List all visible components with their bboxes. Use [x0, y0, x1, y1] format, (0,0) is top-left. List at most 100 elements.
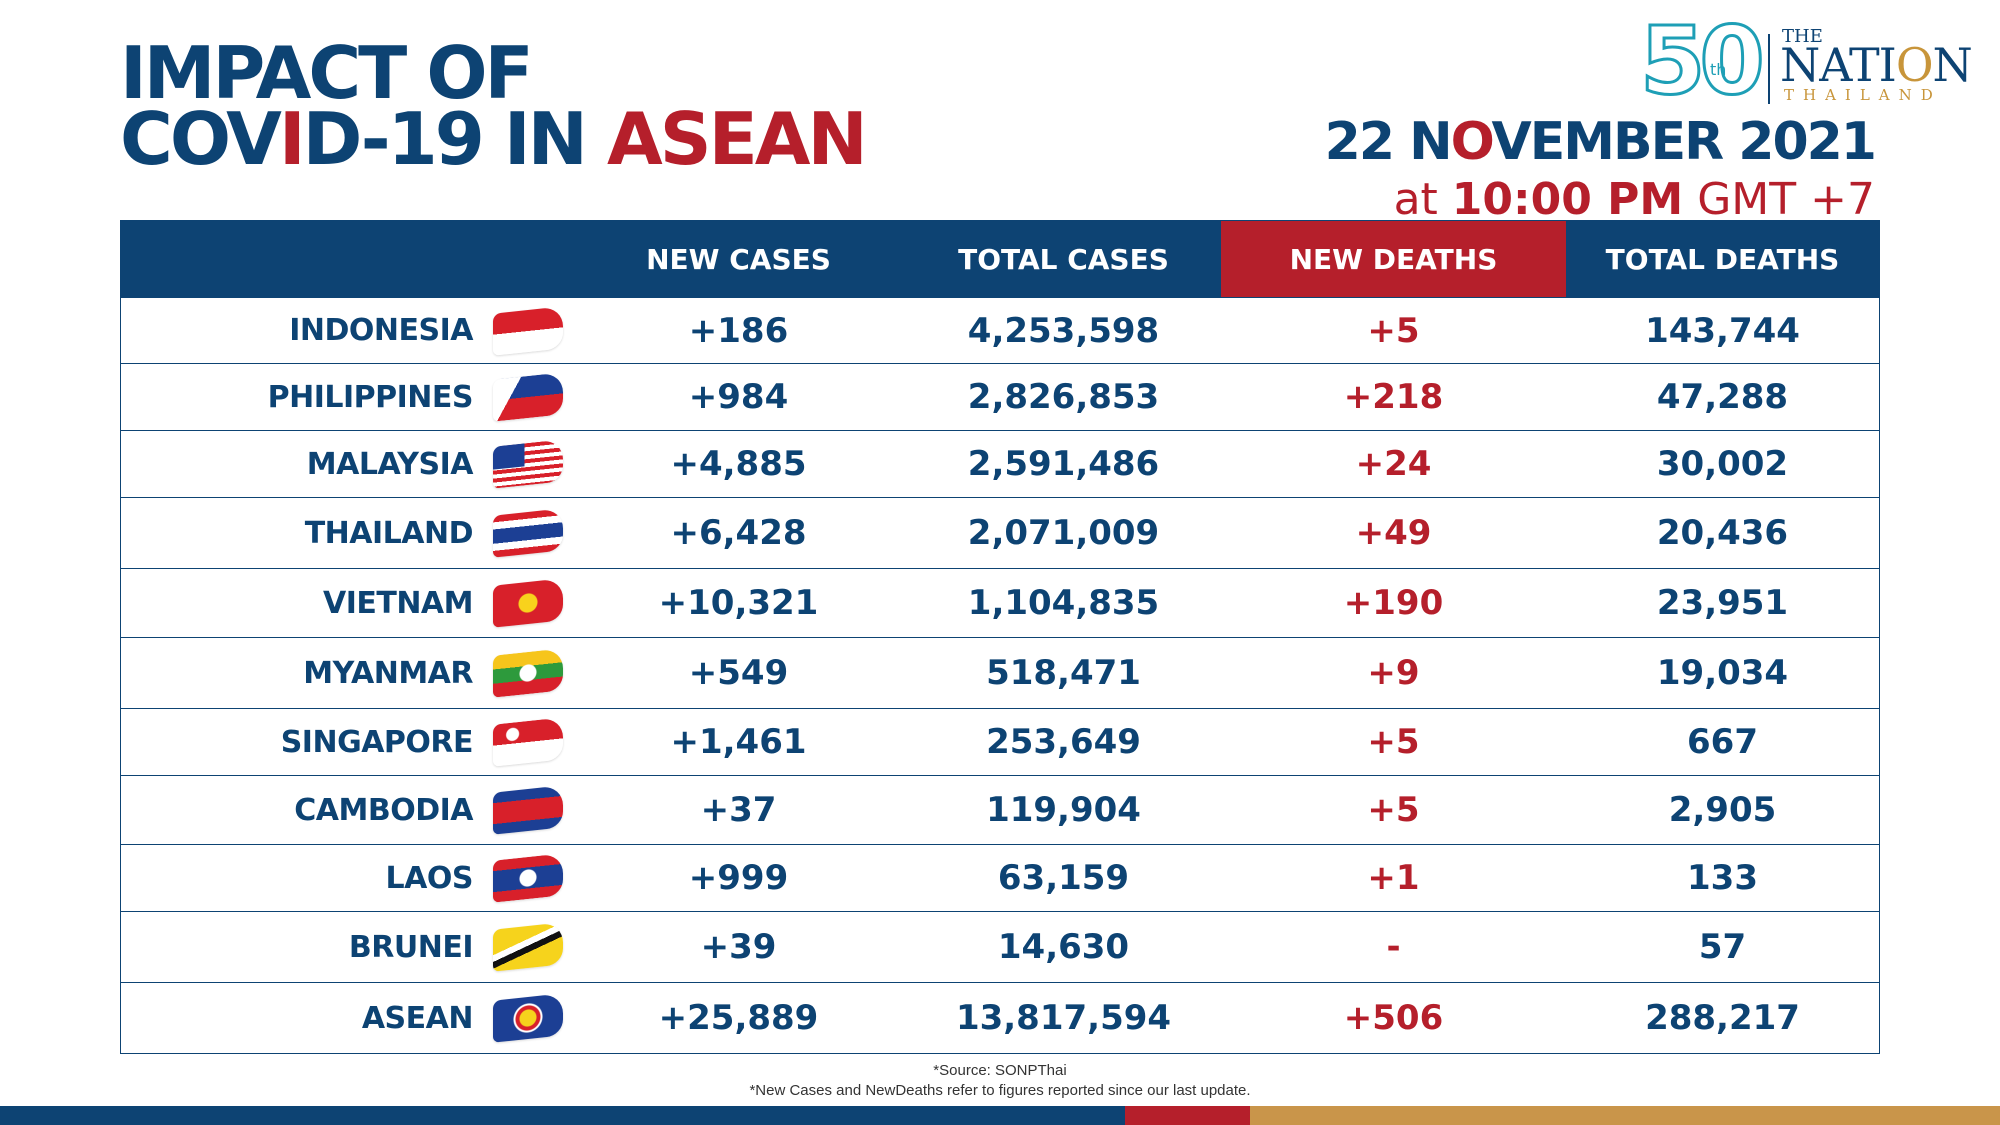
new-cases-cell: +4,885	[670, 444, 807, 484]
title-line-1: IMPACT OF	[120, 31, 534, 115]
total-deaths-cell: 19,034	[1656, 653, 1789, 693]
header-total-cases: TOTAL CASES	[958, 242, 1169, 276]
country-cell: MALAYSIA	[121, 431, 571, 497]
date-line: 22 NOVEMBER 2021	[1324, 112, 1877, 172]
total-deaths-cell: 23,951	[1656, 583, 1789, 623]
total-cases-cell: 2,071,009	[967, 513, 1160, 553]
myanmar-flag-icon	[493, 648, 563, 698]
logo-nation-b: O	[1895, 38, 1934, 92]
date-rest: VEMBER 2021	[1491, 112, 1877, 172]
header-country	[121, 221, 571, 297]
brunei-flag-icon	[493, 922, 563, 972]
country-name: ASEAN	[361, 1000, 474, 1036]
total-deaths-cell: 20,436	[1656, 513, 1789, 553]
new-deaths-cell: +49	[1355, 513, 1432, 553]
total-deaths-cell: 288,217	[1645, 998, 1800, 1038]
total-cases-cell: 2,826,853	[967, 377, 1160, 417]
new-cases-cell: +549	[688, 653, 789, 693]
header-total-deaths: TOTAL DEATHS	[1605, 242, 1840, 276]
new-deaths-cell: +9	[1367, 653, 1420, 693]
header-new-cases: NEW CASES	[646, 242, 831, 276]
bottom-bar-red	[1125, 1106, 1250, 1125]
country-name: CAMBODIA	[294, 792, 473, 828]
logo-th: th	[1710, 60, 1727, 79]
new-deaths-cell: +190	[1343, 583, 1444, 623]
table-row: VIETNAM +10,321 1,104,835 +190 23,951	[121, 568, 1879, 637]
logo-nation-c: N	[1932, 38, 1973, 92]
date-day: 22 N	[1324, 112, 1453, 172]
logo-fifty: 50	[1639, 7, 1767, 116]
table-row: MALAYSIA +4,885 2,591,486 +24 30,002	[121, 430, 1879, 497]
new-deaths-cell: +506	[1343, 998, 1444, 1038]
nation-logo: 50 th THE NATION THAILAND	[1639, 7, 1980, 116]
table-row: CAMBODIA +37 119,904 +5 2,905	[121, 775, 1879, 844]
title-seg-c: D-19 IN	[302, 97, 607, 181]
new-deaths-cell: +5	[1367, 310, 1420, 351]
total-deaths-cell: 2,905	[1668, 790, 1777, 830]
new-deaths-cell: -	[1386, 927, 1401, 967]
country-name: SINGAPORE	[280, 724, 474, 760]
header-new-deaths: NEW DEATHS	[1221, 221, 1566, 297]
country-name: VIETNAM	[322, 585, 474, 621]
title-seg-d: ASEAN	[607, 97, 868, 181]
time-line: at 10:00 PM GMT +7	[1325, 174, 1875, 226]
title-seg-b: I	[278, 97, 306, 181]
total-deaths-cell: 57	[1698, 927, 1747, 967]
country-cell: BRUNEI	[121, 912, 571, 982]
thailand-flag-icon	[493, 508, 563, 558]
time-value: 10:00 PM	[1451, 174, 1684, 225]
total-deaths-cell: 133	[1687, 858, 1758, 898]
new-deaths-cell: +5	[1367, 790, 1420, 830]
indonesia-flag-icon	[493, 305, 563, 356]
table-body: INDONESIA +186 4,253,598 +5 143,744 PHILIPPIN…	[121, 297, 1879, 1053]
table-row: ASEAN +25,889 13,817,594 +506 288,217	[121, 982, 1879, 1053]
time-zone: GMT +7	[1683, 174, 1875, 225]
date-block: 22 NOVEMBER 2021 at 10:00 PM GMT +7	[1324, 112, 1877, 226]
total-cases-cell: 2,591,486	[967, 444, 1160, 484]
table-row: INDONESIA +186 4,253,598 +5 143,744	[121, 297, 1879, 363]
total-cases-cell: 119,904	[986, 790, 1141, 830]
country-cell: VIETNAM	[121, 569, 571, 637]
logo-thailand: THAILAND	[1784, 86, 1942, 104]
footer-note: *New Cases and NewDeaths refer to figure…	[749, 1082, 1251, 1099]
table-row: PHILIPPINES +984 2,826,853 +218 47,288	[121, 363, 1879, 430]
title-line-2: COVID-19 IN ASEAN	[120, 103, 868, 175]
page-title: IMPACT OF COVID-19 IN ASEAN	[120, 31, 868, 175]
logo-the: THE	[1782, 26, 1823, 47]
total-cases-cell: 63,159	[997, 858, 1130, 898]
new-cases-cell: +39	[700, 927, 777, 967]
bottom-bar-gold	[1250, 1106, 2000, 1125]
country-name: MALAYSIA	[306, 446, 474, 482]
new-deaths-cell: +218	[1343, 377, 1444, 417]
covid-table: NEW CASES TOTAL CASES NEW DEATHS TOTAL D…	[120, 220, 1880, 1054]
table-header: NEW CASES TOTAL CASES NEW DEATHS TOTAL D…	[121, 221, 1879, 297]
country-name: INDONESIA	[289, 313, 473, 348]
country-cell: LAOS	[121, 845, 571, 911]
logo-nation-a: NATI	[1780, 38, 1897, 92]
total-cases-cell: 518,471	[986, 653, 1141, 693]
table-row: THAILAND +6,428 2,071,009 +49 20,436	[121, 497, 1879, 568]
new-cases-cell: +984	[688, 377, 789, 417]
country-cell: PHILIPPINES	[121, 364, 571, 430]
country-cell: MYANMAR	[121, 638, 571, 708]
new-cases-cell: +6,428	[670, 513, 807, 553]
new-deaths-cell: +24	[1355, 444, 1432, 484]
total-cases-cell: 1,104,835	[967, 583, 1160, 623]
cambodia-flag-icon	[493, 785, 563, 835]
total-cases-cell: 4,253,598	[967, 310, 1160, 351]
total-deaths-cell: 667	[1687, 722, 1758, 762]
country-name: PHILIPPINES	[267, 379, 474, 415]
new-cases-cell: +10,321	[658, 583, 819, 623]
total-cases-cell: 13,817,594	[955, 998, 1172, 1038]
new-cases-cell: +37	[700, 790, 777, 830]
new-deaths-cell: +5	[1367, 722, 1420, 762]
logo-divider	[1768, 34, 1770, 104]
new-cases-cell: +1,461	[670, 722, 807, 762]
laos-flag-icon	[493, 853, 563, 903]
new-cases-cell: +25,889	[658, 998, 819, 1038]
philippines-flag-icon	[493, 372, 563, 422]
country-cell: SINGAPORE	[121, 709, 571, 775]
country-name: THAILAND	[304, 515, 474, 551]
country-cell: ASEAN	[121, 983, 571, 1053]
table-row: MYANMAR +549 518,471 +9 19,034	[121, 637, 1879, 708]
